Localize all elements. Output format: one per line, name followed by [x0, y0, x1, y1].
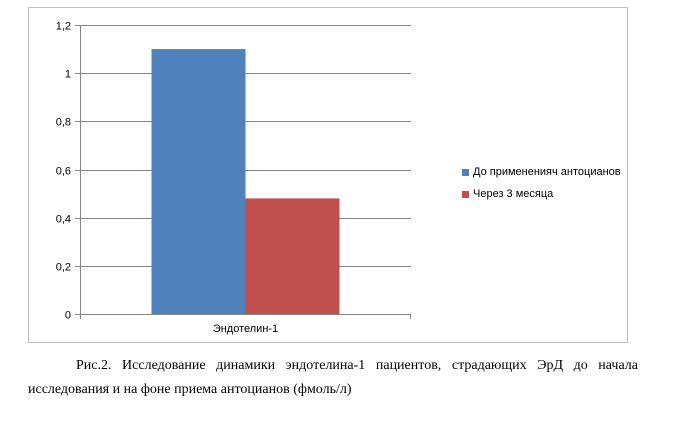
y-tick-labels: 0 0,2 0,4 0,6 0,8 1 1,2	[56, 21, 71, 322]
legend: До примененияч антоцианов Через 3 месяца	[462, 161, 621, 205]
legend-item: До примененияч антоцианов	[462, 161, 621, 183]
y-tick-label: 1	[65, 69, 71, 81]
chart-area: 0 0,2 0,4 0,6 0,8 1 1,2 Эндотелин-1 До примене…	[28, 7, 628, 343]
bar-chart: 0 0,2 0,4 0,6 0,8 1 1,2 Эндотелин-1	[56, 21, 411, 335]
bars	[151, 49, 340, 314]
y-tick-label: 1,2	[56, 21, 71, 33]
category-label: Эндотелин-1	[213, 323, 278, 335]
legend-item: Через 3 месяца	[462, 183, 621, 205]
legend-label: До примененияч антоцианов	[473, 166, 621, 178]
y-tick-label: 0,4	[56, 214, 71, 226]
y-tick-label: 0,6	[56, 166, 71, 178]
axes	[75, 25, 411, 319]
legend-label: Через 3 месяца	[473, 188, 554, 200]
legend-swatch	[462, 168, 469, 176]
figure-caption: Рис.2. Исследование динамики эндотелина-…	[28, 354, 638, 402]
caption-text: Рис.2. Исследование динамики эндотелина-…	[28, 358, 638, 397]
y-tick-label: 0,8	[56, 117, 71, 129]
legend-swatch	[462, 190, 469, 198]
y-tick-label: 0,2	[56, 262, 71, 274]
y-tick-label: 0	[65, 310, 71, 322]
bar-after	[245, 198, 340, 314]
category-labels: Эндотелин-1	[213, 323, 278, 335]
bar-before	[151, 49, 246, 314]
